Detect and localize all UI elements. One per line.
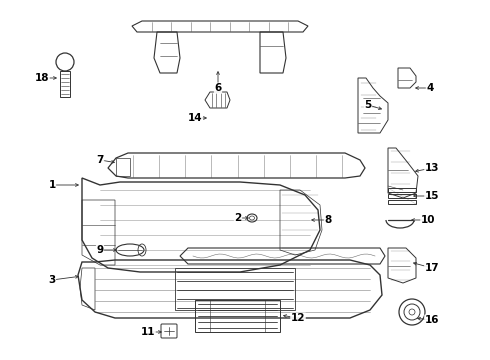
Text: 17: 17 — [425, 263, 440, 273]
Text: 7: 7 — [97, 155, 104, 165]
Text: 16: 16 — [425, 315, 439, 325]
Text: 2: 2 — [234, 213, 242, 223]
Text: 11: 11 — [141, 327, 155, 337]
Text: 9: 9 — [97, 245, 103, 255]
Text: 8: 8 — [324, 215, 332, 225]
Text: 13: 13 — [425, 163, 439, 173]
Text: 14: 14 — [188, 113, 202, 123]
Text: 18: 18 — [35, 73, 49, 83]
Text: 1: 1 — [49, 180, 56, 190]
Text: 10: 10 — [421, 215, 435, 225]
Text: 4: 4 — [426, 83, 434, 93]
Text: 6: 6 — [215, 83, 221, 93]
Text: 3: 3 — [49, 275, 56, 285]
Text: 5: 5 — [365, 100, 371, 110]
Text: 12: 12 — [291, 313, 305, 323]
Text: 15: 15 — [425, 191, 439, 201]
